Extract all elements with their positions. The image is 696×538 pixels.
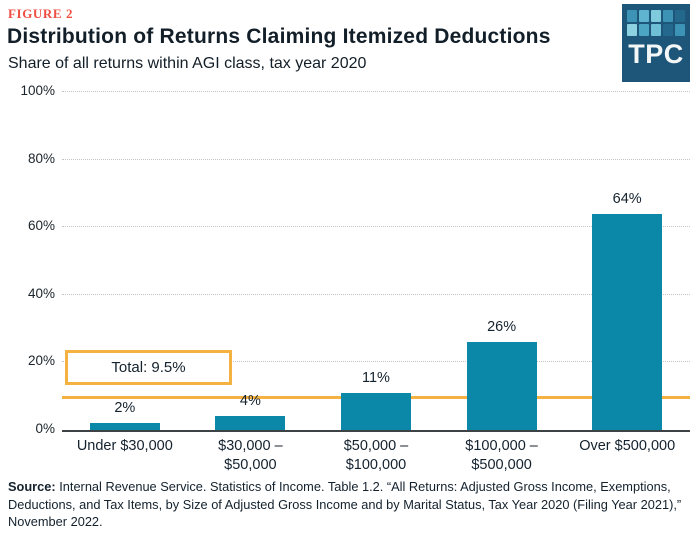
figure-number-label: FIGURE 2 (8, 6, 74, 21)
bar-chart-plot-area: 2% 4% 11% 26% 64% Total: 9.5% (62, 91, 690, 432)
y-axis-tick-label: 80% (27, 150, 55, 166)
x-axis-category-label: Over $500,000 (579, 438, 676, 454)
source-note: Source: Internal Revenue Service. Statis… (8, 478, 690, 531)
gridline-60 (62, 226, 690, 228)
logo-square (663, 10, 673, 22)
bar-2 (215, 416, 286, 430)
x-axis-category-label: $100,000 – $500,000 (465, 438, 538, 473)
tpc-logo: TPC (622, 4, 690, 82)
gridline-40 (62, 293, 690, 295)
bar-value-label: 11% (362, 369, 390, 386)
y-axis-tick-label: 100% (20, 83, 55, 98)
logo-square (675, 10, 685, 22)
total-label-box: Total: 9.5% (65, 350, 232, 385)
y-axis-tick-label: 60% (27, 218, 55, 234)
gridline-20 (62, 361, 690, 363)
gridline-100 (62, 91, 690, 92)
x-axis-category-label: Under $30,000 (76, 438, 173, 454)
x-axis-category-label: $30,000 – $50,000 (218, 438, 283, 473)
gridline-80 (62, 158, 690, 160)
x-axis-category-label: $50,000 – $100,000 (343, 438, 409, 473)
logo-square (651, 10, 661, 22)
bar-value-label: 64% (612, 190, 642, 207)
logo-square (639, 24, 649, 36)
bar-value-label: 26% (487, 319, 517, 336)
logo-square (663, 24, 673, 36)
source-label: Source: (8, 479, 56, 494)
bar-4 (466, 342, 537, 430)
source-text: Internal Revenue Service. Statistics of … (8, 479, 682, 529)
logo-square (627, 10, 637, 22)
bar-5 (592, 213, 663, 430)
y-axis-tick-label: 20% (27, 353, 55, 369)
tpc-logo-grid-icon (627, 10, 685, 36)
bar-1 (89, 423, 160, 430)
logo-square (675, 24, 685, 36)
bar-value-label: 4% (239, 393, 261, 410)
logo-square (627, 24, 637, 36)
y-axis-tick-label: 40% (27, 285, 55, 301)
chart-title: Distribution of Returns Claiming Itemize… (7, 25, 551, 48)
logo-square (651, 24, 661, 36)
tpc-logo-text: TPC (628, 39, 684, 69)
chart-subtitle: Share of all returns within AGI class, t… (8, 55, 367, 72)
bar-3 (341, 392, 411, 430)
logo-square (639, 10, 649, 22)
bar-value-label: 2% (114, 400, 136, 417)
y-axis-tick-label: 0% (35, 421, 55, 436)
